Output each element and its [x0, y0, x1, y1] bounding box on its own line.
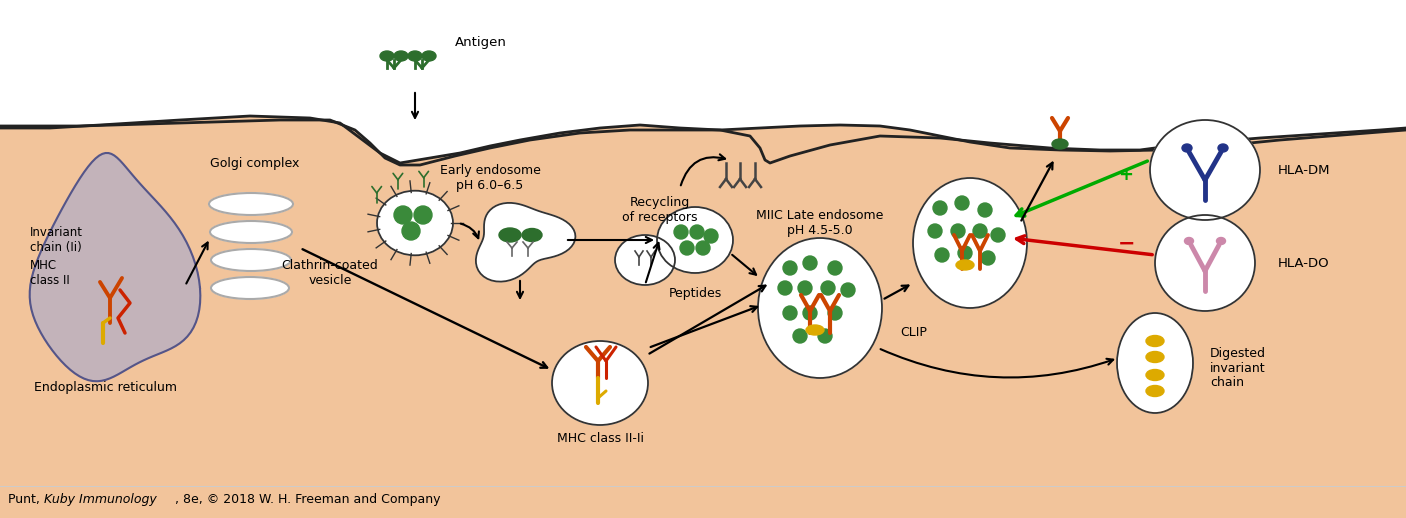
Circle shape	[928, 224, 942, 238]
Text: Recycling
of receptors: Recycling of receptors	[623, 196, 697, 224]
Ellipse shape	[614, 235, 675, 285]
Text: Early endosome
pH 6.0–6.5: Early endosome pH 6.0–6.5	[440, 164, 540, 192]
Ellipse shape	[1184, 237, 1194, 244]
Text: Peptides: Peptides	[668, 286, 721, 299]
Ellipse shape	[377, 191, 453, 255]
Ellipse shape	[408, 51, 422, 61]
Text: MHC class II-Ii: MHC class II-Ii	[557, 431, 644, 444]
Circle shape	[681, 241, 695, 255]
Text: Digested
invariant
chain: Digested invariant chain	[1211, 347, 1265, 390]
Ellipse shape	[1216, 237, 1226, 244]
Ellipse shape	[758, 238, 882, 378]
Ellipse shape	[806, 325, 824, 335]
Ellipse shape	[211, 249, 291, 271]
Circle shape	[979, 203, 993, 217]
Circle shape	[783, 306, 797, 320]
Circle shape	[778, 281, 792, 295]
Text: Endoplasmic reticulum: Endoplasmic reticulum	[34, 381, 177, 395]
Ellipse shape	[1154, 215, 1256, 311]
Text: HLA-DM: HLA-DM	[1278, 164, 1330, 177]
Ellipse shape	[1116, 313, 1194, 413]
Ellipse shape	[1182, 144, 1192, 152]
Circle shape	[402, 222, 420, 240]
Ellipse shape	[1150, 120, 1260, 220]
Circle shape	[690, 225, 704, 239]
Circle shape	[821, 281, 835, 295]
Ellipse shape	[553, 341, 648, 425]
Ellipse shape	[1146, 352, 1164, 363]
Text: HLA-DO: HLA-DO	[1278, 256, 1330, 269]
Ellipse shape	[380, 51, 394, 61]
Ellipse shape	[1146, 385, 1164, 396]
Ellipse shape	[956, 260, 974, 270]
Circle shape	[704, 229, 718, 243]
Ellipse shape	[912, 178, 1026, 308]
Circle shape	[950, 224, 965, 238]
Ellipse shape	[657, 207, 733, 273]
Ellipse shape	[1218, 144, 1227, 152]
Polygon shape	[0, 120, 1406, 518]
Circle shape	[803, 256, 817, 270]
Text: , 8e, © 2018 W. H. Freeman and Company: , 8e, © 2018 W. H. Freeman and Company	[174, 494, 440, 507]
Circle shape	[793, 329, 807, 343]
Ellipse shape	[211, 277, 290, 299]
Text: Punt,: Punt,	[8, 494, 44, 507]
Circle shape	[799, 281, 813, 295]
Ellipse shape	[1052, 139, 1069, 149]
Circle shape	[818, 329, 832, 343]
Polygon shape	[475, 203, 575, 282]
Circle shape	[673, 225, 688, 239]
Polygon shape	[0, 116, 1406, 518]
Circle shape	[696, 241, 710, 255]
Circle shape	[841, 283, 855, 297]
Circle shape	[981, 251, 995, 265]
Circle shape	[991, 228, 1005, 242]
Ellipse shape	[394, 51, 408, 61]
Circle shape	[935, 248, 949, 262]
Text: −: −	[1118, 234, 1136, 254]
Text: MHC
class II: MHC class II	[30, 259, 70, 287]
Circle shape	[394, 206, 412, 224]
Ellipse shape	[209, 221, 292, 243]
Circle shape	[803, 306, 817, 320]
Circle shape	[957, 246, 972, 260]
Ellipse shape	[522, 228, 541, 241]
Text: Golgi complex: Golgi complex	[211, 156, 299, 169]
Text: Clathrin-coated
vesicle: Clathrin-coated vesicle	[281, 259, 378, 287]
Circle shape	[973, 224, 987, 238]
Ellipse shape	[1146, 336, 1164, 347]
Text: +: +	[1118, 166, 1133, 184]
Text: MIIC Late endosome
pH 4.5-5.0: MIIC Late endosome pH 4.5-5.0	[756, 209, 884, 237]
Ellipse shape	[499, 228, 522, 242]
Circle shape	[783, 261, 797, 275]
Text: Invariant
chain (Ii): Invariant chain (Ii)	[30, 226, 83, 254]
Ellipse shape	[422, 51, 436, 61]
Circle shape	[934, 201, 948, 215]
Circle shape	[828, 306, 842, 320]
Circle shape	[955, 196, 969, 210]
Polygon shape	[30, 153, 200, 381]
Text: Kuby Immunology: Kuby Immunology	[44, 494, 156, 507]
Ellipse shape	[1146, 369, 1164, 381]
Ellipse shape	[209, 193, 292, 215]
Circle shape	[413, 206, 432, 224]
Circle shape	[828, 261, 842, 275]
Text: CLIP: CLIP	[900, 326, 927, 339]
Text: Antigen: Antigen	[456, 36, 508, 49]
